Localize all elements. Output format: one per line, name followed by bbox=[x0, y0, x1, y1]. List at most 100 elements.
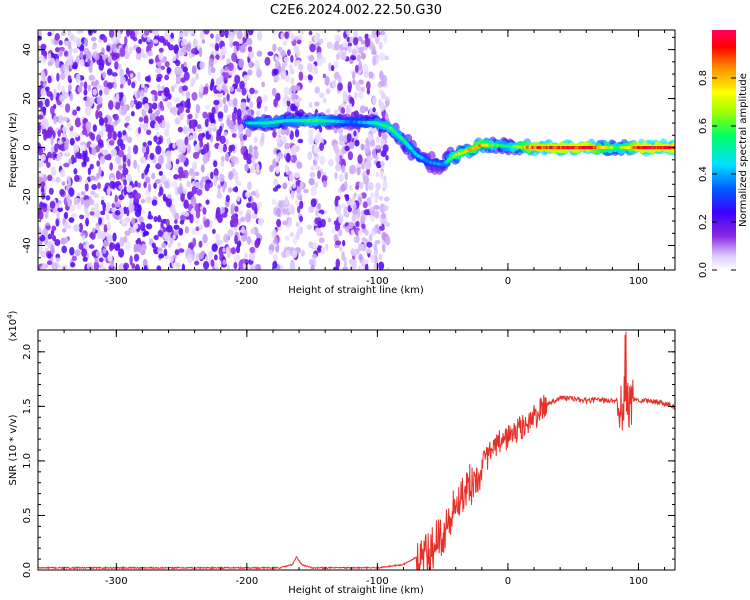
noise-speckle bbox=[358, 253, 363, 261]
snr-y-exponent-label: (x104) bbox=[6, 310, 19, 341]
noise-speckle bbox=[185, 43, 192, 52]
noise-speckle bbox=[378, 52, 386, 62]
noise-speckle bbox=[53, 114, 57, 125]
noise-speckle bbox=[362, 201, 368, 209]
noise-speckle bbox=[69, 204, 76, 212]
noise-speckle bbox=[243, 30, 247, 39]
noise-speckle bbox=[75, 151, 82, 159]
noise-speckle bbox=[224, 72, 230, 80]
noise-speckle bbox=[167, 243, 172, 248]
noise-speckle bbox=[184, 211, 190, 217]
noise-speckle bbox=[374, 210, 380, 219]
noise-speckle bbox=[71, 213, 78, 218]
noise-speckle bbox=[335, 240, 342, 246]
noise-speckle bbox=[68, 158, 72, 165]
noise-speckle bbox=[141, 209, 146, 215]
noise-speckle bbox=[136, 101, 143, 109]
noise-speckle bbox=[205, 256, 209, 261]
noise-speckle bbox=[70, 261, 76, 268]
noise-speckle bbox=[379, 70, 384, 80]
noise-speckle bbox=[356, 207, 361, 218]
noise-speckle bbox=[254, 239, 260, 249]
noise-speckle bbox=[38, 100, 43, 108]
noise-speckle bbox=[130, 111, 135, 117]
noise-speckle bbox=[147, 140, 153, 146]
noise-speckle bbox=[149, 39, 154, 49]
noise-speckle bbox=[44, 184, 48, 190]
noise-speckle bbox=[160, 65, 166, 71]
noise-speckle bbox=[142, 96, 149, 104]
noise-speckle bbox=[173, 224, 180, 230]
noise-speckle bbox=[83, 47, 90, 55]
noise-speckle bbox=[195, 253, 200, 261]
noise-speckle bbox=[123, 179, 127, 186]
noise-speckle bbox=[194, 203, 199, 213]
noise-speckle bbox=[94, 257, 99, 263]
noise-speckle bbox=[337, 82, 343, 91]
noise-speckle bbox=[322, 180, 328, 188]
colorbar-label: Normalized spectral amplitude bbox=[738, 73, 749, 227]
noise-speckle bbox=[158, 47, 164, 53]
noise-speckle bbox=[119, 47, 125, 57]
noise-speckle bbox=[127, 78, 132, 86]
noise-speckle bbox=[196, 124, 202, 130]
noise-speckle bbox=[99, 230, 106, 240]
noise-speckle bbox=[213, 58, 218, 64]
noise-speckle bbox=[328, 62, 332, 72]
noise-speckle bbox=[295, 172, 300, 178]
noise-speckle bbox=[124, 35, 128, 46]
spectrogram-frame bbox=[37, 29, 676, 271]
noise-speckle bbox=[256, 109, 261, 118]
noise-speckle bbox=[158, 170, 163, 176]
noise-speckle bbox=[272, 228, 277, 237]
noise-speckle bbox=[286, 49, 291, 56]
x-tick-label: -200 bbox=[236, 576, 259, 587]
noise-speckle bbox=[63, 162, 70, 168]
noise-speckle bbox=[165, 197, 172, 208]
noise-speckle bbox=[119, 262, 124, 270]
noise-speckle bbox=[68, 84, 72, 92]
noise-speckle bbox=[272, 260, 278, 269]
noise-speckle bbox=[243, 151, 249, 161]
noise-speckle bbox=[308, 241, 314, 249]
noise-speckle bbox=[338, 140, 345, 146]
noise-speckle bbox=[274, 156, 280, 163]
noise-speckle bbox=[82, 256, 88, 262]
colorbar-tick-label: 0.2 bbox=[698, 214, 709, 230]
noise-speckle bbox=[80, 191, 86, 196]
noise-speckle bbox=[83, 37, 89, 47]
noise-speckle bbox=[96, 104, 100, 111]
noise-speckle bbox=[59, 169, 66, 178]
noise-speckle bbox=[153, 182, 157, 189]
noise-speckle bbox=[291, 92, 295, 101]
noise-speckle bbox=[142, 231, 149, 237]
noise-speckle bbox=[50, 166, 56, 173]
noise-speckle bbox=[69, 246, 75, 256]
noise-speckle bbox=[307, 151, 313, 161]
noise-speckle bbox=[89, 143, 97, 148]
noise-speckle bbox=[213, 170, 218, 176]
noise-speckle bbox=[202, 207, 207, 215]
noise-speckle bbox=[195, 210, 201, 219]
noise-speckle bbox=[193, 131, 197, 140]
noise-speckle bbox=[325, 88, 331, 95]
noise-speckle bbox=[92, 227, 96, 233]
noise-speckle bbox=[126, 173, 132, 182]
noise-speckle bbox=[132, 223, 139, 230]
noise-speckle bbox=[210, 67, 216, 74]
noise-speckle bbox=[339, 246, 343, 252]
noise-speckle bbox=[117, 130, 123, 139]
noise-speckle bbox=[58, 202, 62, 209]
noise-speckle bbox=[140, 243, 147, 252]
noise-speckle bbox=[227, 229, 234, 237]
noise-speckle bbox=[97, 182, 101, 190]
noise-speckle bbox=[123, 206, 128, 215]
noise-speckle bbox=[296, 192, 303, 201]
noise-speckle bbox=[73, 157, 77, 164]
noise-speckle bbox=[322, 73, 327, 79]
noise-speckle bbox=[269, 164, 274, 173]
noise-speckle bbox=[204, 104, 210, 110]
noise-speckle bbox=[349, 184, 353, 191]
noise-speckle bbox=[103, 116, 109, 124]
y-tick-label: 2.0 bbox=[22, 344, 33, 360]
